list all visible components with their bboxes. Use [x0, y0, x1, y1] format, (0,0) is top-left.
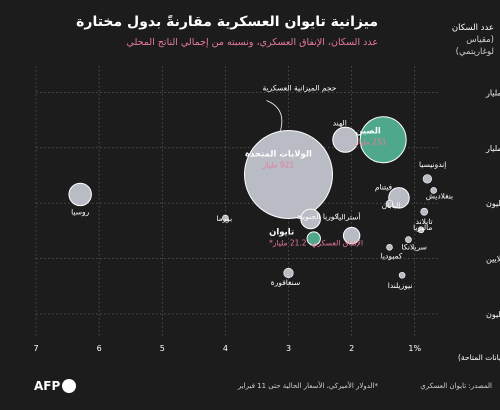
- bubble-label: إندونيسيا: [419, 160, 446, 169]
- bubbles: [68, 116, 437, 279]
- x-tick-label: 4: [223, 344, 228, 353]
- y-axis-scale-note: (مقياس لوغاريتمي): [455, 35, 494, 57]
- bubble: [417, 226, 425, 234]
- currency-note: *الدولار الأميركي، الأسعار الحالية حتى 1…: [237, 382, 378, 390]
- bubble-detail-label: الإنفاق العسكري: 21.2 مليار*: [269, 239, 363, 248]
- bubble: [283, 267, 294, 279]
- bubble-label: الصين: [355, 127, 381, 137]
- bubble-detail-label: 921 مليار: [262, 160, 295, 169]
- bubble-label: تايوان: [269, 228, 294, 238]
- afp-logo: AFP: [34, 379, 77, 393]
- x-tick-label: 7: [33, 344, 38, 353]
- afp-logo-text: AFP: [34, 379, 61, 393]
- bubble-label: سنغافورة: [271, 278, 300, 287]
- bubble-label: كمبوديا: [381, 251, 403, 260]
- bubble: [243, 129, 334, 219]
- bubble-label: نيوزيلندا: [388, 281, 413, 290]
- x-tick-label: 2: [349, 344, 354, 353]
- bubble-label: الولايات المتحدة: [245, 149, 312, 159]
- y-tick-label: 100 مليون: [486, 199, 500, 208]
- bubble-label: الهند: [333, 119, 347, 128]
- x-tick-label: 5: [160, 344, 165, 353]
- bubble-label: اليابان: [382, 201, 401, 210]
- y-axis-label: عدد السكان (مقياس لوغاريتمي): [438, 22, 494, 58]
- bubble: [385, 199, 394, 208]
- bubble-label: فيتنام: [375, 183, 393, 192]
- chart-subtitle: عدد السكان، الإنفاق العسكري، ونسبته من إ…: [126, 37, 378, 48]
- source-note: المصدر: تايوان العسكري: [420, 382, 492, 390]
- bubble: [422, 174, 433, 184]
- y-tick-label: 1 مليون: [486, 310, 500, 319]
- bubble-label: أستراليا: [337, 212, 361, 222]
- bubble-label: تايلاند: [416, 217, 433, 226]
- bubble: [430, 187, 437, 194]
- gridlines: [35, 66, 440, 336]
- bubble: [300, 208, 321, 230]
- bubble: [342, 226, 361, 245]
- bubble: [68, 182, 92, 207]
- bubble-label: بنغلاديش: [426, 191, 453, 200]
- x-tick-label: 6: [97, 344, 102, 353]
- afp-logo-circle-icon: [62, 379, 77, 393]
- bubble: [388, 187, 410, 209]
- y-axis-title: عدد السكان: [451, 23, 494, 33]
- bubble-label: ماليزيا: [413, 223, 432, 232]
- bubble: [405, 236, 412, 243]
- x-tick-label: 3: [286, 344, 291, 353]
- y-tick-label: 1 مليار: [485, 144, 500, 153]
- size-legend-label: حجم الميزانية العسكرية: [263, 83, 337, 92]
- bubble-label: كوريا الجنوبية: [297, 212, 339, 221]
- bubble-label: بورما: [216, 214, 232, 223]
- chart-title: ميزانية تايوان العسكرية مقارنةً بدول مخت…: [76, 14, 378, 30]
- y-tick-label: 10 مليار: [485, 88, 500, 97]
- bubble: [359, 116, 407, 164]
- bubble-detail-label: 251 مليار: [354, 138, 387, 147]
- size-legend-pointer: [266, 100, 283, 131]
- y-tick-label: 10 ملايين: [486, 255, 500, 264]
- tick-labels: 1 مليون 10 ملايين 100 مليون 1 مليار 10 مليار…: [33, 88, 500, 353]
- x-axis-label: نسبة الإنفاق العسكري من إجمالي الناتج ال…: [458, 352, 500, 362]
- bubble: [306, 231, 321, 246]
- bubble-label: سريلانكا: [401, 243, 427, 252]
- bubble: [332, 126, 359, 153]
- bubble: [420, 207, 429, 216]
- bubble: [386, 243, 393, 251]
- bubble: [222, 214, 229, 222]
- bubble-label: روسيا: [71, 207, 89, 216]
- bubble: [398, 271, 406, 279]
- x-tick-label: 1%: [408, 344, 421, 353]
